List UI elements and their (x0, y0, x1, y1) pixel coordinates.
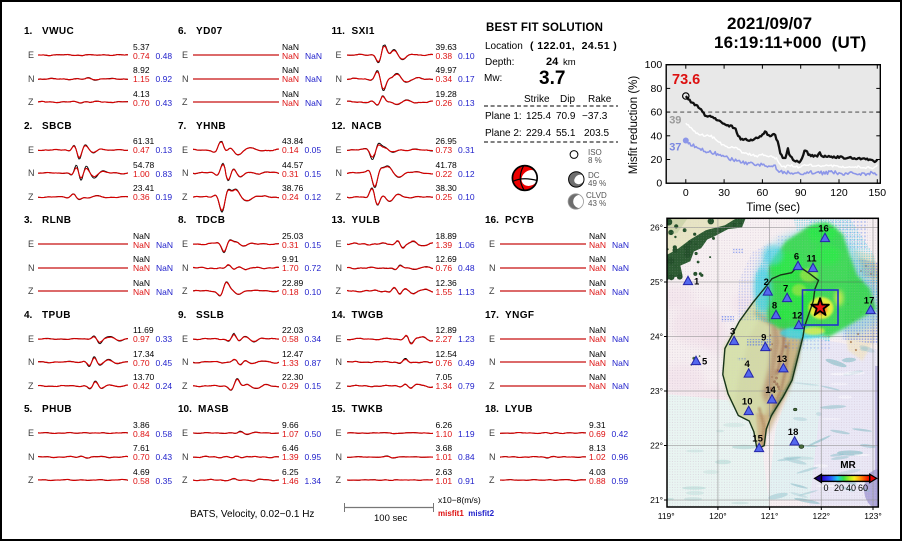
svg-text:1: 1 (694, 277, 700, 288)
svg-text:26°: 26° (650, 223, 663, 233)
svg-text:40: 40 (846, 483, 856, 493)
svg-text:60: 60 (651, 107, 663, 119)
svg-text:21°: 21° (650, 495, 663, 505)
svg-text:7: 7 (783, 284, 788, 295)
svg-text:12: 12 (792, 311, 803, 322)
svg-text:11: 11 (806, 254, 817, 265)
svg-text:15: 15 (752, 434, 763, 445)
svg-text:4: 4 (745, 359, 751, 370)
svg-text:20: 20 (834, 483, 844, 493)
svg-text:150: 150 (869, 187, 887, 199)
svg-text:18: 18 (788, 427, 799, 438)
svg-text:40: 40 (651, 130, 663, 142)
svg-text:100: 100 (645, 59, 663, 71)
svg-text:24°: 24° (650, 332, 663, 342)
svg-text:20: 20 (651, 154, 663, 166)
svg-text:73.6: 73.6 (672, 72, 700, 88)
svg-text:13: 13 (777, 354, 788, 365)
svg-text:122°: 122° (813, 511, 831, 521)
svg-text:16: 16 (818, 224, 829, 235)
svg-text:23°: 23° (650, 386, 663, 396)
svg-text:80: 80 (651, 83, 663, 95)
svg-text:25°: 25° (650, 277, 663, 287)
svg-text:39: 39 (669, 114, 681, 126)
svg-text:37: 37 (669, 142, 681, 154)
svg-text:5: 5 (702, 357, 708, 368)
svg-text:3: 3 (730, 327, 735, 338)
svg-text:Misfit reduction (%): Misfit reduction (%) (628, 76, 640, 175)
svg-text:30: 30 (718, 187, 730, 199)
svg-text:0: 0 (823, 483, 828, 493)
svg-text:121°: 121° (761, 511, 779, 521)
svg-text:0: 0 (656, 178, 662, 190)
svg-text:14: 14 (765, 385, 776, 396)
svg-text:8: 8 (772, 301, 777, 312)
svg-text:120: 120 (830, 187, 848, 199)
svg-text:6: 6 (794, 252, 799, 263)
svg-text:9: 9 (761, 333, 766, 344)
svg-text:10: 10 (742, 397, 753, 408)
svg-text:60: 60 (757, 187, 769, 199)
svg-text:90: 90 (795, 187, 807, 199)
svg-text:MR: MR (840, 460, 856, 471)
svg-text:123°: 123° (864, 511, 882, 521)
svg-text:120°: 120° (709, 511, 727, 521)
svg-text:22°: 22° (650, 441, 663, 451)
svg-text:119°: 119° (658, 511, 675, 521)
svg-text:17: 17 (864, 296, 875, 307)
svg-text:2: 2 (764, 277, 769, 288)
svg-text:60: 60 (858, 483, 868, 493)
svg-text:0: 0 (683, 187, 689, 199)
svg-text:Time (sec): Time (sec) (746, 202, 800, 214)
